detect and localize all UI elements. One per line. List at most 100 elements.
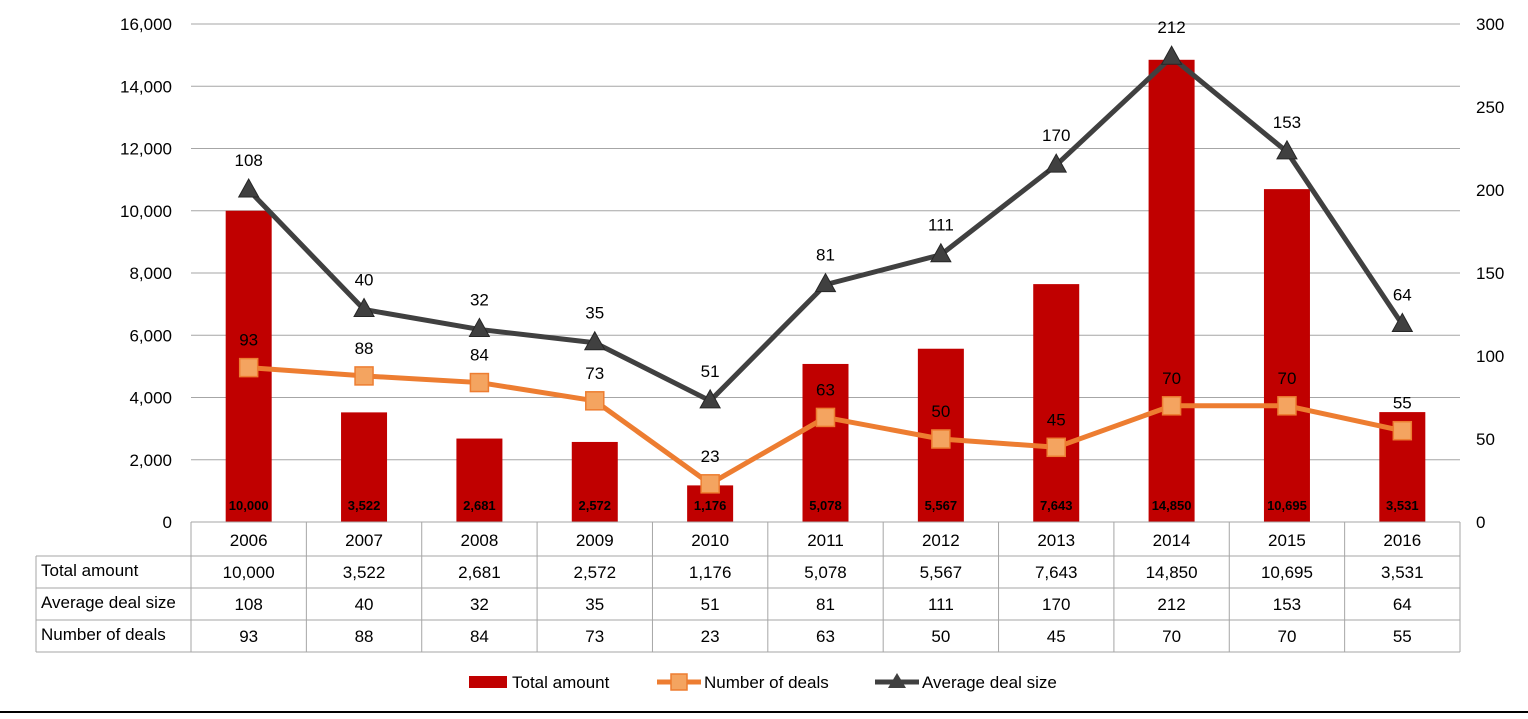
- triangle-marker: [699, 388, 721, 409]
- y-right-tick-label: 150: [1476, 264, 1504, 283]
- bar-data-label: 14,850: [1152, 498, 1192, 513]
- legend-swatch-bar: [469, 676, 507, 688]
- bar-data-label: 10,695: [1267, 498, 1307, 513]
- line-data-label: 212: [1157, 18, 1185, 37]
- table-cell: 45: [1047, 627, 1066, 646]
- x-tick-label: 2013: [1037, 531, 1075, 550]
- bar: [802, 363, 849, 522]
- series-number-of-deals: 93 88 84 73 23 63 50 45 70 70 55: [238, 331, 1413, 494]
- line-data-label: 108: [234, 151, 262, 170]
- table-cell: 2,681: [458, 563, 501, 582]
- series-total-amount: 10,000 3,522 2,681 2,572 1,176 5,078 5,567 7,64…: [225, 59, 1426, 523]
- y-right-tick-label: 300: [1476, 15, 1504, 34]
- table-cell: 5,078: [804, 563, 847, 582]
- table-row-label: Total amount: [41, 561, 139, 580]
- triangle-marker: [814, 272, 837, 293]
- triangle-marker: [468, 317, 491, 337]
- square-marker: [700, 474, 720, 494]
- line-data-label: 93: [239, 331, 258, 350]
- line-data-label: 51: [701, 362, 720, 381]
- y-left-tick-label: 8,000: [129, 264, 172, 283]
- table-cell: 111: [928, 595, 954, 614]
- x-tick-label: 2011: [807, 531, 844, 550]
- x-tick-label: 2012: [922, 531, 960, 550]
- line-data-label: 153: [1273, 113, 1301, 132]
- triangle-marker: [1045, 153, 1068, 173]
- triangle-marker: [930, 242, 952, 263]
- line-data-label: 73: [585, 364, 604, 383]
- y-left-tick-label: 0: [163, 513, 172, 532]
- square-marker: [1161, 396, 1182, 416]
- line-data-label: 111: [928, 216, 954, 235]
- triangle-marker: [1391, 312, 1414, 332]
- table-cell: 88: [355, 627, 374, 646]
- series-average-deal-size: 108 40 32 35 51 81 111 170 212 153 64: [234, 18, 1414, 409]
- table-cell: 3,522: [343, 563, 386, 582]
- line-data-label: 40: [355, 271, 374, 290]
- y-left-tick-label: 12,000: [120, 140, 172, 159]
- y-axis-left: 0 2,000 4,000 6,000 8,000 10,000 12,000 14,000 1…: [120, 15, 172, 532]
- legend-label: Average deal size: [922, 673, 1057, 692]
- x-tick-label: 2008: [460, 531, 498, 550]
- bar-data-label: 3,522: [348, 498, 381, 513]
- line-data-label: 55: [1393, 394, 1412, 413]
- table-cell: 63: [816, 627, 835, 646]
- table-cell: 32: [470, 595, 489, 614]
- table-cell: 50: [931, 627, 950, 646]
- x-tick-label: 2015: [1268, 531, 1306, 550]
- table-cell: 7,643: [1035, 563, 1078, 582]
- table-cell: 14,850: [1146, 563, 1198, 582]
- table-cell: 64: [1393, 595, 1412, 614]
- square-marker: [1392, 420, 1413, 441]
- table-cell: 55: [1393, 627, 1412, 646]
- legend-swatch-marker: [888, 673, 906, 688]
- bar-data-label: 5,567: [925, 498, 958, 513]
- y-right-tick-label: 200: [1476, 181, 1504, 200]
- square-marker: [354, 366, 374, 386]
- line-data-label: 63: [816, 380, 835, 399]
- triangle-marker: [237, 177, 260, 198]
- y-axis-right: 0 50 100 150 200 250 300: [1476, 15, 1504, 532]
- square-marker: [931, 429, 951, 449]
- line-data-label: 81: [816, 246, 835, 265]
- table-row-label: Number of deals: [41, 625, 166, 644]
- table-cell: 84: [470, 627, 489, 646]
- table-cell: 5,567: [920, 563, 963, 582]
- x-tick-label: 2006: [230, 531, 268, 550]
- triangle-marker: [1276, 139, 1298, 160]
- table-cell: 1,176: [689, 563, 732, 582]
- legend: Total amount Number of deals Average deal …: [469, 673, 1057, 692]
- y-right-tick-label: 100: [1476, 347, 1504, 366]
- table-cell: 40: [355, 595, 374, 614]
- x-tick-label: 2014: [1153, 531, 1191, 550]
- table-cell: 212: [1157, 595, 1185, 614]
- square-marker: [585, 391, 605, 411]
- table-row-label: Average deal size: [41, 593, 176, 612]
- table-cell: 2,572: [573, 563, 616, 582]
- x-tick-label: 2009: [576, 531, 614, 550]
- square-marker: [238, 357, 259, 378]
- table-cell: 3,531: [1381, 563, 1424, 582]
- bar-data-label: 5,078: [809, 498, 842, 513]
- triangle-marker: [353, 297, 375, 318]
- x-tick-label: 2007: [345, 531, 383, 550]
- y-right-tick-label: 0: [1476, 513, 1485, 532]
- line-data-label: 32: [470, 290, 489, 309]
- y-left-tick-label: 14,000: [120, 77, 172, 96]
- table-cell: 81: [816, 595, 835, 614]
- line-data-label: 70: [1162, 369, 1181, 388]
- square-marker: [469, 372, 490, 393]
- triangle-marker: [583, 330, 606, 351]
- table-cell: 10,695: [1261, 563, 1313, 582]
- line-data-label: 50: [931, 402, 950, 421]
- legend-label: Total amount: [512, 673, 610, 692]
- y-left-tick-label: 6,000: [129, 326, 172, 345]
- table-cell: 35: [585, 595, 604, 614]
- table-cell: 70: [1277, 627, 1296, 646]
- table-cell: 10,000: [223, 563, 275, 582]
- y-left-tick-label: 2,000: [129, 451, 172, 470]
- line-data-label: 88: [355, 339, 374, 358]
- square-marker: [1046, 437, 1066, 458]
- table-cell: 108: [234, 595, 262, 614]
- y-left-tick-label: 16,000: [120, 15, 172, 34]
